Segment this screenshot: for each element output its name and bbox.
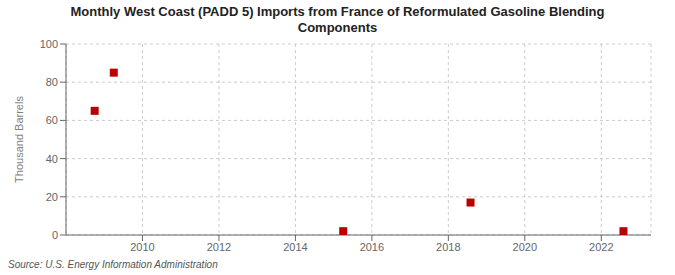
svg-text:0: 0 xyxy=(52,229,58,241)
svg-text:60: 60 xyxy=(46,114,58,126)
html-text:Components: Components xyxy=(297,20,378,35)
svg-text:2016: 2016 xyxy=(360,241,384,253)
svg-text:100: 100 xyxy=(40,38,58,50)
svg-text:2018: 2018 xyxy=(436,241,460,253)
svg-text:2020: 2020 xyxy=(513,241,537,253)
html-text:Source: U.S. Energy Informatio: Source: U.S. Energy Information Administ… xyxy=(8,259,218,270)
svg-text:2014: 2014 xyxy=(283,241,307,253)
svg-text:20: 20 xyxy=(46,191,58,203)
svg-text:2022: 2022 xyxy=(589,241,613,253)
svg-text:40: 40 xyxy=(46,153,58,165)
html-text:Monthly West Coast (PADD 5) Im: Monthly West Coast (PADD 5) Imports from… xyxy=(70,4,605,19)
svg-text:Thousand Barrels: Thousand Barrels xyxy=(13,96,25,183)
svg-text:2010: 2010 xyxy=(130,241,154,253)
svg-text:80: 80 xyxy=(46,76,58,88)
svg-text:2012: 2012 xyxy=(207,241,231,253)
